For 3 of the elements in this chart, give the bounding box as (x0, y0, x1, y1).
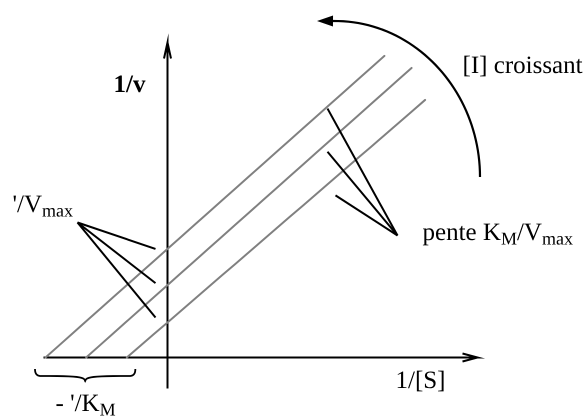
y-axis-title: 1/v (114, 70, 146, 98)
x-axis-title: 1/[S] (396, 366, 446, 394)
text: [I] croissant (462, 52, 583, 79)
